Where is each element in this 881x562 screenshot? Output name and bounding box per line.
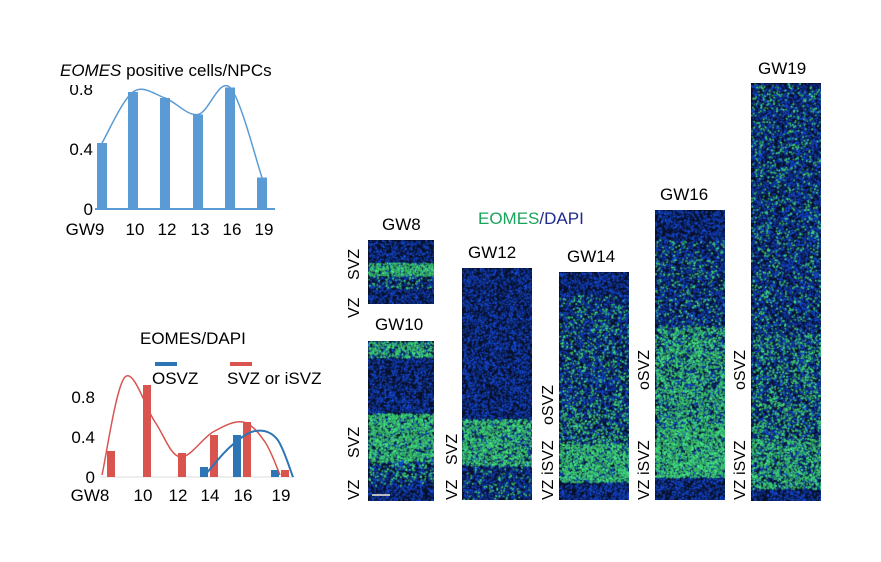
panel-gw12-zone-vz: VZ (444, 479, 461, 500)
panel-gw16-image (655, 210, 725, 500)
chart1-ytick: 0.8 (69, 85, 93, 99)
chart1-bar (128, 92, 138, 209)
panel-gw14-label: GW14 (567, 247, 616, 266)
chart2-xtick: 12 (169, 486, 188, 505)
chart2-ytick: 0 (86, 468, 95, 487)
chart1-ytick: 0 (84, 200, 93, 219)
chart1-trend-line (101, 85, 263, 178)
chart2-bar-svz (281, 470, 289, 477)
chart2-bar-osvz (233, 435, 241, 477)
panel-gw16-label: GW16 (660, 185, 709, 204)
chart2-bar-osvz (271, 470, 279, 477)
scale-bar (372, 494, 390, 496)
chart2-trend-svz (101, 375, 281, 476)
chart1-xtick: 19 (255, 220, 274, 239)
chart1-xtick: GW9 (66, 220, 105, 239)
panel-gw10-label: GW10 (375, 315, 424, 334)
panel-gw19-zone-vz: VZ (732, 479, 749, 500)
panel-gw19-zone-isvz: iSVZ (732, 440, 749, 475)
panel-gw14-zone-isvz: iSVZ (540, 440, 557, 475)
panel-gw16-zone-vz: VZ (636, 479, 653, 500)
panel-gw19-zone-osvz: oSVZ (732, 349, 749, 390)
chart1-bar (160, 98, 170, 209)
panel-gw19-label: GW19 (758, 59, 807, 78)
chart2-ytick: 0.8 (71, 388, 95, 407)
panel-gw16-zone-isvz: iSVZ (636, 440, 653, 475)
panel-gw19-image (751, 83, 821, 501)
legend-osvz-swatch (155, 362, 177, 366)
panel-gw12-label: GW12 (468, 243, 517, 262)
chart2-xtick: 14 (201, 486, 220, 505)
panel-gw14-image (559, 272, 629, 500)
panel-gw10-zone-vz: VZ (346, 479, 363, 500)
panel-gw14-zone-osvz: oSVZ (540, 384, 557, 425)
chart1-xtick: 16 (223, 220, 242, 239)
chart2-bar-svz (143, 385, 151, 477)
chart1-title-rest: positive cells/NPCs (121, 61, 272, 80)
chart1-ytick: 0.4 (69, 140, 93, 159)
chart1-bar (97, 143, 107, 209)
chart1-xtick: 13 (191, 220, 210, 239)
micrograph-title-dapi: DAPI (544, 209, 584, 228)
chart2-trend-osvz (204, 429, 294, 478)
panel-gw12-zone-svz: SVZ (444, 433, 461, 465)
chart1-bar (193, 114, 203, 209)
panel-gw14-zone-vz: VZ (540, 479, 557, 500)
chart1-bar (257, 177, 267, 209)
chart2-title: EOMES/DAPI (140, 329, 246, 348)
chart2-xtick: 16 (234, 486, 253, 505)
chart2-xtick: 10 (134, 486, 153, 505)
micrograph-title-sep: / (539, 209, 545, 228)
panel-gw16-zone-osvz: oSVZ (636, 349, 653, 390)
panel-gw8-image (368, 240, 434, 304)
chart2-bar-svz (210, 435, 218, 477)
legend-osvz-label: OSVZ (152, 369, 199, 388)
micrograph-title-eomes: EOMES (478, 209, 540, 228)
chart2-xtick: 19 (272, 486, 291, 505)
chart2-bar-svz (178, 453, 186, 477)
chart2-bar-svz (107, 451, 115, 477)
chart1-xtick: 12 (158, 220, 177, 239)
panel-gw12-image (462, 268, 532, 500)
chart2-ytick: 0.4 (71, 428, 95, 447)
panel-gw10-zone-svz: SVZ (346, 426, 363, 458)
chart1-title-italic: EOMES (60, 61, 122, 80)
panel-gw8-zone-svz: SVZ (346, 248, 363, 280)
legend-svz-label: SVZ or iSVZ (227, 369, 322, 388)
micrograph-title: EOMES/DAPI (478, 210, 584, 227)
chart2-bar-osvz (200, 467, 208, 477)
chart2-plot: 0 0.4 0.8 GW8 10 12 14 16 19 (71, 375, 295, 505)
chart1-bar (225, 87, 235, 209)
legend-svz-swatch (230, 362, 252, 366)
chart1-plot: 0 0.4 0.8 GW9 10 12 13 16 19 (66, 85, 275, 239)
panel-gw8-label: GW8 (382, 215, 421, 234)
chart1-title: EOMES positive cells/NPCs (60, 62, 272, 79)
panel-gw10-image (368, 341, 434, 501)
chart2-xtick: GW8 (71, 486, 110, 505)
panel-gw8-zone-vz: VZ (346, 297, 363, 318)
chart1-xtick: 10 (126, 220, 145, 239)
chart2-bar-svz (243, 422, 251, 477)
